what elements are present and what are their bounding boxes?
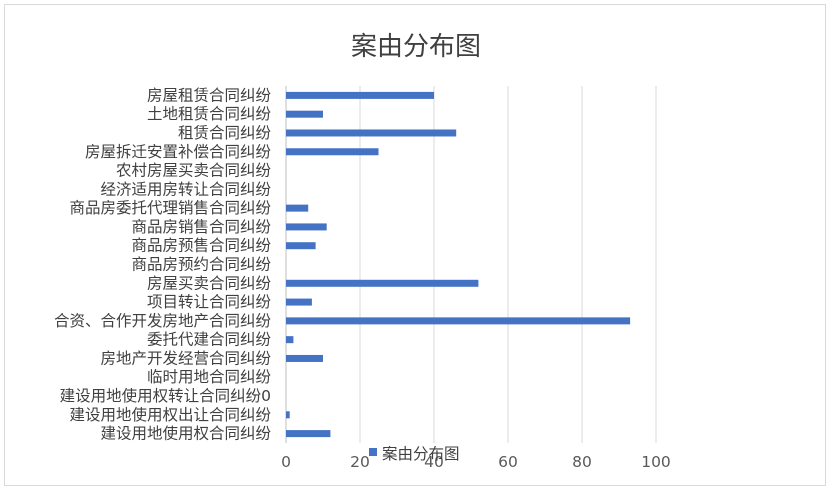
bar xyxy=(286,110,323,118)
x-tick-label: 40 xyxy=(424,453,444,471)
bar xyxy=(286,204,309,212)
bar xyxy=(286,411,290,419)
x-tick-label: 60 xyxy=(498,453,518,471)
category-label: 商品房委托代理销售合同纠纷 xyxy=(69,199,271,217)
category-label: 商品房销售合同纠纷 xyxy=(131,218,271,236)
bar xyxy=(286,223,327,231)
bar xyxy=(286,430,331,438)
category-label: 房屋拆迁安置补偿合同纠纷 xyxy=(85,143,272,161)
legend-swatch xyxy=(369,448,377,456)
category-label: 经济适用房转让合同纠纷 xyxy=(100,180,271,198)
bar xyxy=(286,242,316,250)
bar xyxy=(286,336,294,344)
category-label: 土地租赁合同纠纷 xyxy=(147,105,272,123)
bar xyxy=(286,129,457,137)
chart-frame xyxy=(4,4,826,486)
bar xyxy=(286,279,479,287)
bar xyxy=(286,148,379,156)
category-label: 房屋租赁合同纠纷 xyxy=(147,86,272,104)
category-label: 临时用地合同纠纷 xyxy=(147,368,272,386)
x-tick-label: 0 xyxy=(281,453,291,471)
gridlines xyxy=(285,86,657,443)
x-tick-label: 20 xyxy=(350,453,370,471)
category-label: 商品房预售合同纠纷 xyxy=(131,237,271,255)
bar xyxy=(286,91,434,99)
category-label: 房屋买卖合同纠纷 xyxy=(147,274,272,292)
category-label: 建设用地使用权合同纠纷 xyxy=(100,425,271,443)
category-label: 项目转让合同纠纷 xyxy=(147,293,272,311)
bar xyxy=(286,354,323,362)
chart-title: 案由分布图 xyxy=(350,32,481,62)
category-label: 农村房屋买卖合同纠纷 xyxy=(116,162,272,180)
category-label: 委托代建合同纠纷 xyxy=(147,331,272,349)
legend-label: 案由分布图 xyxy=(382,445,460,463)
category-label: 商品房预约合同纠纷 xyxy=(131,256,271,274)
bar xyxy=(286,317,631,325)
x-tick-labels: 0 20 40 60 80 100 xyxy=(281,453,671,471)
x-tick-label: 100 xyxy=(641,453,671,471)
bars xyxy=(286,91,631,438)
category-label: 建设用地使用权出让合同纠纷 xyxy=(69,406,271,424)
category-label: 房地产开发经营合同纠纷 xyxy=(100,349,271,367)
category-labels: 房屋租赁合同纠纷土地租赁合同纠纷租赁合同纠纷房屋拆迁安置补偿合同纠纷农村房屋买卖… xyxy=(54,86,272,442)
category-label: 合资、合作开发房地产合同纠纷 xyxy=(54,312,272,330)
category-label: 建设用地使用权转让合同纠纷0 xyxy=(60,387,271,405)
category-label: 租赁合同纠纷 xyxy=(178,124,272,142)
bar xyxy=(286,298,312,306)
legend: 案由分布图 xyxy=(369,445,460,463)
x-tick-label: 80 xyxy=(572,453,592,471)
